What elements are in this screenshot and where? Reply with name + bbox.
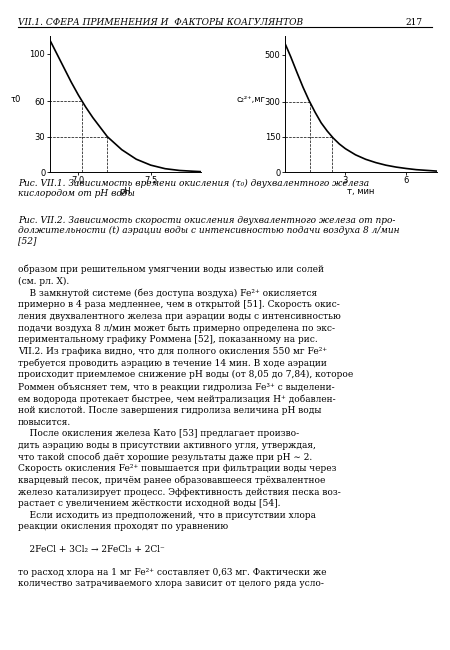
- Text: 217: 217: [406, 18, 423, 27]
- Text: образом при решительном умягчении воды известью или солей
(см. рл. X).
    В зам: образом при решительном умягчении воды и…: [18, 265, 353, 588]
- Y-axis label: c₂²⁺,мг: c₂²⁺,мг: [237, 95, 266, 104]
- Text: VII.1. СФЕРА ПРИМЕНЕНИЯ И  ФАКТОРЫ КОАГУЛЯНТОВ: VII.1. СФЕРА ПРИМЕНЕНИЯ И ФАКТОРЫ КОАГУЛ…: [18, 18, 303, 27]
- Y-axis label: τ0: τ0: [11, 95, 21, 104]
- Text: Рис. VII.2. Зависимость скорости окисления двухвалентного железа от про-
должите: Рис. VII.2. Зависимость скорости окислен…: [18, 216, 400, 246]
- Text: Рис. VII.1. Зависимость времени окисления (τ₀) двухвалентного железа
кислородом : Рис. VII.1. Зависимость времени окислени…: [18, 179, 369, 198]
- X-axis label: т, мин: т, мин: [347, 187, 374, 196]
- X-axis label: pH: pH: [120, 187, 131, 196]
